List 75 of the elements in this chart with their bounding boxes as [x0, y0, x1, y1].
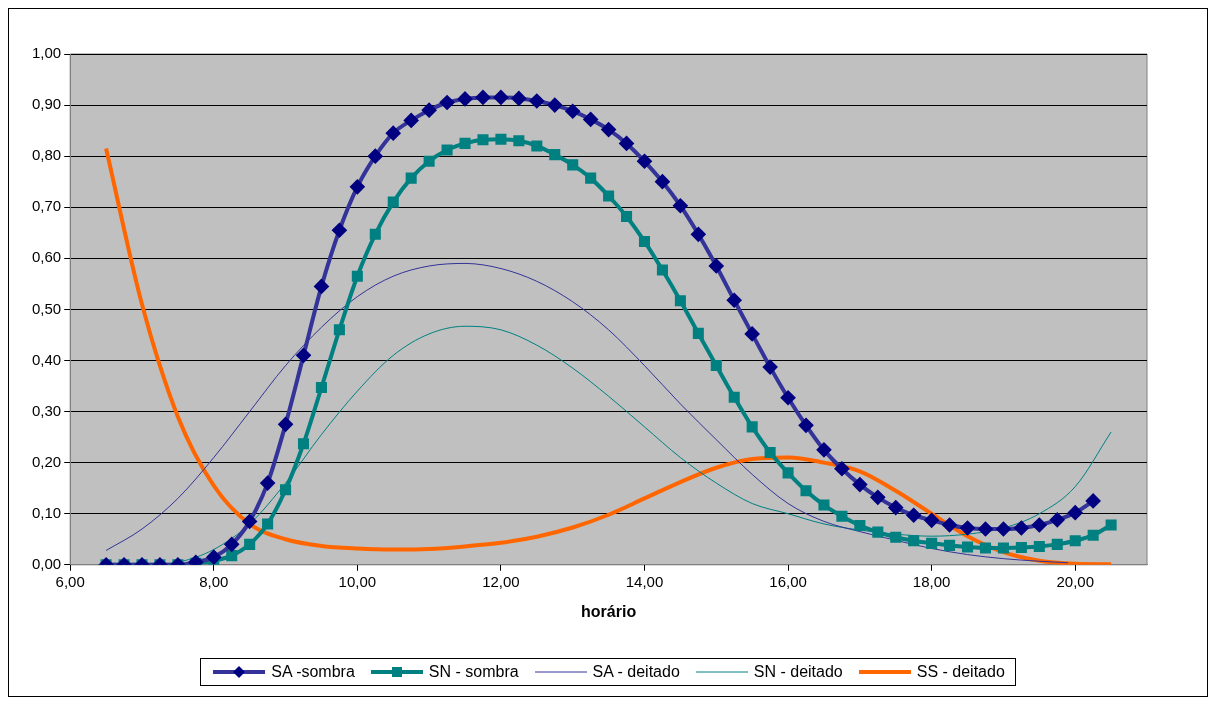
x-tick-label: 18,00 [912, 572, 951, 590]
point [908, 535, 920, 547]
point [962, 541, 974, 553]
legend-label: SN - deitado [753, 663, 843, 681]
point [549, 149, 561, 161]
point [710, 360, 722, 372]
point [818, 499, 830, 511]
point [926, 537, 938, 549]
point [387, 196, 399, 208]
y-tick-label: 1,00 [31, 44, 62, 62]
point [728, 391, 740, 403]
point [603, 190, 615, 202]
point [638, 235, 651, 247]
y-tick-label: 0,90 [31, 95, 62, 113]
legend-label: SN - sombra [428, 663, 519, 681]
point [800, 485, 812, 497]
point [423, 155, 435, 167]
y-tick-label: 0,50 [31, 299, 62, 317]
point [244, 538, 256, 550]
x-tick-label: 12,00 [482, 572, 520, 590]
point [872, 526, 884, 538]
point [513, 135, 525, 147]
point [764, 446, 776, 458]
x-tick-label: 8,00 [199, 572, 229, 590]
point [495, 133, 507, 145]
point [1069, 535, 1081, 547]
point [226, 550, 238, 562]
point [997, 542, 1009, 554]
legend-label: SA -sombra [271, 663, 355, 681]
point [280, 484, 292, 496]
x-tick-label: 20,00 [1056, 572, 1094, 590]
point [1105, 519, 1117, 531]
x-tick-label: 16,00 [769, 572, 807, 590]
y-tick-label: 0,10 [31, 503, 62, 521]
point [782, 467, 794, 479]
x-tick-label: 6,00 [55, 572, 85, 590]
point [656, 264, 668, 276]
point [674, 295, 686, 307]
point [1087, 529, 1099, 541]
y-tick-label: 0,60 [31, 248, 62, 266]
point [315, 382, 327, 394]
point [567, 159, 579, 171]
point [854, 519, 866, 531]
point [836, 510, 848, 522]
y-tick-label: 0,20 [31, 452, 62, 470]
point [621, 210, 633, 222]
x-axis-title: horário [581, 602, 637, 620]
point [692, 327, 704, 339]
y-tick-label: 0,70 [31, 197, 62, 215]
x-tick-label: 14,00 [625, 572, 664, 590]
point [297, 438, 310, 450]
point [746, 421, 758, 433]
point [459, 137, 471, 149]
point [1033, 540, 1045, 552]
y-tick-label: 0,40 [31, 350, 62, 368]
point [1051, 538, 1063, 550]
y-tick-label: 0,80 [31, 146, 62, 164]
y-tick-label: 0,30 [31, 401, 62, 419]
point [369, 228, 381, 240]
x-tick-label: 10,00 [338, 572, 377, 590]
point [333, 324, 345, 336]
point [531, 140, 543, 152]
point [979, 542, 992, 554]
legend-label: SA - deitado [592, 663, 680, 681]
point [441, 144, 453, 156]
point [1015, 541, 1027, 553]
point [585, 172, 597, 184]
point [405, 172, 417, 184]
point [477, 134, 489, 146]
point [262, 518, 274, 530]
legend-label: SS - deitado [916, 663, 1005, 681]
y-tick-label: 0,00 [31, 554, 62, 572]
point [944, 539, 956, 551]
point [890, 531, 902, 543]
point [351, 270, 363, 282]
